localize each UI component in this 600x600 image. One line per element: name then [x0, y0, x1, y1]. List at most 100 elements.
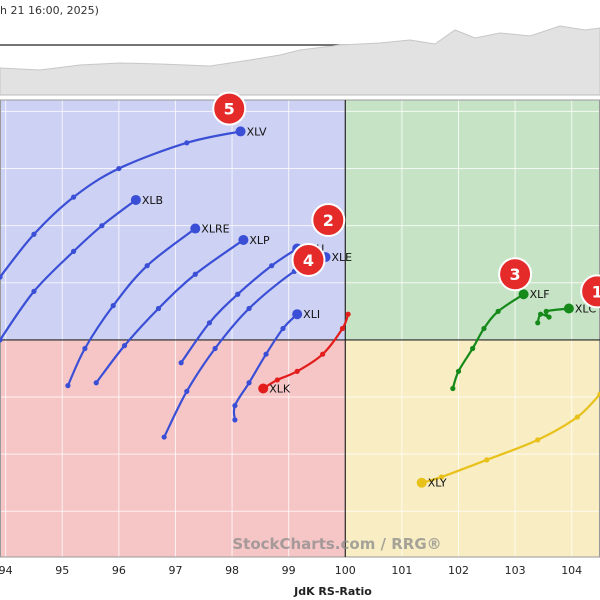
- series-point: [0, 337, 3, 343]
- x-tick-label: 97: [168, 564, 182, 577]
- series-head-point: [238, 234, 249, 245]
- series-point: [269, 263, 275, 269]
- series-head-point: [130, 194, 141, 205]
- series-xlp: XLP: [93, 234, 270, 386]
- series-point: [184, 140, 190, 146]
- series-point: [0, 274, 3, 280]
- series-xlre: XLRE: [65, 223, 230, 389]
- series-label: XLE: [331, 251, 352, 264]
- x-tick-label: 101: [391, 564, 412, 577]
- badge-circle: [291, 242, 326, 277]
- series-point: [438, 474, 445, 480]
- series-point: [481, 325, 487, 332]
- x-tick-label: 104: [561, 564, 582, 577]
- series-point: [495, 308, 501, 314]
- series-label: XLV: [247, 125, 267, 138]
- series-xli: XLI: [232, 308, 320, 423]
- series-label: XLY: [428, 477, 447, 490]
- quadrant-backgrounds: [0, 100, 600, 557]
- series-point: [320, 351, 326, 357]
- series-line: [0, 130, 242, 279]
- watermark: StockCharts.com / RRG®: [232, 535, 441, 553]
- series-xlf: XLF: [450, 288, 550, 392]
- badge-circle: [498, 257, 533, 292]
- series-point: [178, 360, 184, 366]
- series-head-point: [235, 126, 246, 137]
- price-strip-area: [0, 25, 600, 96]
- x-tick-label: 98: [225, 564, 239, 577]
- series-point: [339, 325, 346, 332]
- series-head-point: [518, 289, 529, 300]
- chart-grid: [0, 99, 600, 558]
- series-label: XLRE: [201, 223, 229, 236]
- series-xly: XLY: [416, 391, 600, 490]
- price-strip: [0, 20, 600, 96]
- x-axis-ticks: 94 95 96 97 98 99 100 101 102 103 104: [0, 564, 582, 577]
- quadrant-weakening: [345, 339, 600, 557]
- badge-circle: [311, 202, 346, 237]
- series-point: [484, 457, 490, 463]
- series-point: [537, 311, 544, 317]
- badge-3: 3: [498, 257, 533, 292]
- series-point: [121, 343, 128, 349]
- badge-number: 3: [510, 265, 521, 284]
- badge-2: 2: [311, 202, 346, 237]
- series-head-point: [292, 309, 303, 320]
- watermark-text: StockCharts.com / RRG®: [232, 535, 441, 553]
- badge-number: 2: [323, 211, 334, 230]
- series-point: [31, 288, 37, 294]
- series-xlv: XLV: [0, 125, 267, 280]
- series-point: [574, 414, 580, 420]
- quadrant-leading: [345, 100, 600, 340]
- badge-1: 1: [580, 274, 600, 309]
- series-point: [212, 345, 218, 352]
- series-point: [232, 403, 238, 409]
- series-point: [235, 291, 241, 297]
- chart-date-header: h 21 16:00, 2025): [0, 4, 99, 17]
- series-layer: XLVXLBXLREXLPXLEXLUXLIXLKXLFXLCXLY: [0, 125, 600, 490]
- series-point: [543, 308, 549, 314]
- badge-number: 4: [303, 251, 314, 270]
- series-label: XLP: [249, 234, 270, 247]
- series-point: [274, 377, 280, 383]
- series-point: [206, 320, 213, 326]
- series-line: [420, 393, 600, 484]
- series-point: [232, 417, 238, 423]
- series-head-point: [258, 383, 269, 394]
- series-point: [470, 345, 476, 352]
- series-head-point: [416, 477, 427, 488]
- series-point: [280, 325, 286, 332]
- series-point: [70, 194, 77, 200]
- series-point: [263, 351, 269, 357]
- badge-number: 5: [224, 100, 235, 119]
- series-point: [535, 437, 541, 443]
- series-label: XLI: [303, 308, 320, 321]
- series-xlk: XLK: [258, 311, 351, 395]
- series-point: [70, 248, 77, 254]
- series-head-point: [190, 223, 201, 234]
- x-tick-label: 102: [448, 564, 469, 577]
- x-tick-label: 103: [505, 564, 526, 577]
- badge-number: 1: [592, 282, 600, 301]
- series-point: [93, 380, 99, 386]
- badge-5: 5: [212, 91, 247, 126]
- series-point: [184, 388, 190, 394]
- center-lines: [0, 100, 600, 557]
- x-tick-label: 96: [112, 564, 126, 577]
- x-tick-label: 99: [282, 564, 296, 577]
- series-point: [161, 434, 167, 440]
- x-axis-title: JdK RS-Ratio: [293, 585, 372, 598]
- x-tick-label: 95: [55, 564, 69, 577]
- series-point: [294, 368, 300, 374]
- series-point: [144, 263, 150, 269]
- series-point: [155, 305, 162, 312]
- series-point: [535, 320, 541, 326]
- series-point: [82, 345, 88, 352]
- x-tick-label: 94: [0, 564, 13, 577]
- series-point: [345, 311, 351, 317]
- badges-layer: 5 2 4 3 1: [212, 91, 600, 309]
- series-label: XLB: [142, 194, 163, 207]
- series-point: [546, 314, 552, 320]
